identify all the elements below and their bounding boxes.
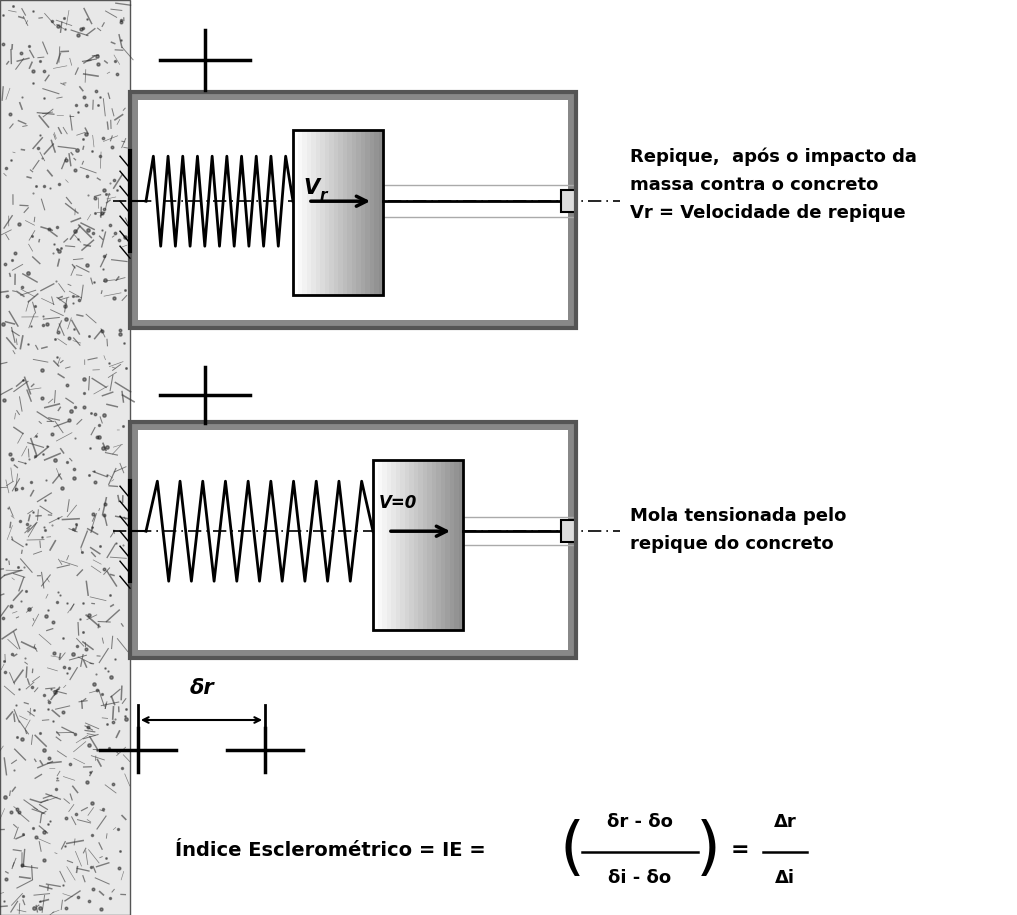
Bar <box>561 190 576 212</box>
Bar <box>330 130 334 295</box>
Bar <box>377 460 382 630</box>
Bar <box>431 460 436 630</box>
Text: Mola tensionada pelo
repique do concreto: Mola tensionada pelo repique do concreto <box>630 507 846 553</box>
Bar <box>347 130 352 295</box>
Bar <box>130 422 576 658</box>
Bar <box>356 130 360 295</box>
Bar <box>130 92 576 328</box>
Bar <box>463 517 576 545</box>
Bar <box>365 130 369 295</box>
Bar <box>0 0 130 915</box>
Bar <box>306 130 311 295</box>
Bar <box>374 130 378 295</box>
Bar <box>386 460 391 630</box>
Bar <box>436 460 440 630</box>
Bar <box>130 92 576 328</box>
Bar <box>369 130 374 295</box>
Bar <box>373 460 377 630</box>
Bar <box>440 460 445 630</box>
Bar <box>352 130 356 295</box>
Bar <box>338 130 343 295</box>
Text: δi - δo: δi - δo <box>608 869 671 887</box>
Bar <box>418 460 422 630</box>
Bar <box>450 460 454 630</box>
Bar <box>391 460 396 630</box>
Bar <box>454 460 459 630</box>
Bar <box>373 460 463 630</box>
Bar <box>378 130 383 295</box>
Text: r: r <box>320 188 327 203</box>
Bar <box>422 460 427 630</box>
Bar <box>320 130 324 295</box>
Bar <box>302 130 306 295</box>
Bar <box>459 460 463 630</box>
Bar <box>400 460 405 630</box>
Text: Δi: Δi <box>775 869 795 887</box>
Bar <box>343 130 347 295</box>
Bar <box>324 130 330 295</box>
Bar <box>383 185 576 217</box>
Text: Índice Esclerométrico = IE =: Índice Esclerométrico = IE = <box>175 841 486 859</box>
Text: Δr: Δr <box>774 813 796 831</box>
Bar <box>315 130 320 295</box>
Bar <box>130 422 576 658</box>
Bar <box>138 100 569 320</box>
Bar <box>409 460 414 630</box>
Bar <box>138 430 569 650</box>
Bar <box>427 460 431 630</box>
Bar <box>445 460 450 630</box>
Bar <box>293 130 298 295</box>
Text: Repique,  após o impacto da
massa contra o concreto
Vr = Velocidade de repique: Repique, após o impacto da massa contra … <box>630 148 917 222</box>
Bar <box>396 460 400 630</box>
Text: (: ( <box>559 819 585 881</box>
Text: V: V <box>303 178 319 198</box>
Text: ): ) <box>696 819 720 881</box>
Bar <box>414 460 418 630</box>
Bar <box>405 460 409 630</box>
Text: δr: δr <box>189 678 214 698</box>
Text: =: = <box>730 840 750 860</box>
Bar <box>334 130 338 295</box>
Bar <box>382 460 386 630</box>
Text: δr - δo: δr - δo <box>607 813 673 831</box>
Text: V=0: V=0 <box>379 493 417 511</box>
Bar <box>311 130 315 295</box>
Bar <box>360 130 365 295</box>
Bar <box>561 521 576 543</box>
Bar <box>298 130 302 295</box>
Bar <box>293 130 383 295</box>
